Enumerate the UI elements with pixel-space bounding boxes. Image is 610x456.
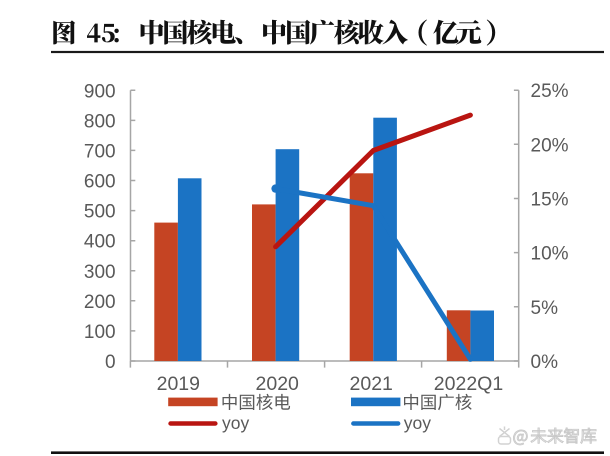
svg-text:100: 100: [84, 322, 116, 343]
svg-text:5%: 5%: [531, 298, 559, 319]
svg-text:500: 500: [84, 202, 116, 223]
svg-text:0%: 0%: [531, 352, 559, 373]
svg-text:yoy: yoy: [222, 413, 249, 433]
svg-text:700: 700: [84, 141, 116, 162]
svg-text:2022Q1: 2022Q1: [434, 373, 503, 395]
svg-text:300: 300: [84, 262, 116, 283]
svg-text:0: 0: [105, 352, 116, 373]
svg-text:900: 900: [84, 81, 116, 102]
svg-text:2021: 2021: [350, 373, 393, 395]
svg-text:600: 600: [84, 172, 116, 193]
svg-text:20%: 20%: [531, 135, 569, 156]
svg-text:25%: 25%: [531, 81, 569, 102]
svg-text:2019: 2019: [157, 373, 200, 395]
svg-text:400: 400: [84, 232, 116, 253]
svg-text:yoy: yoy: [404, 413, 431, 433]
svg-text:15%: 15%: [531, 190, 569, 211]
svg-text:10%: 10%: [531, 244, 569, 265]
svg-text:800: 800: [84, 111, 116, 132]
svg-text:200: 200: [84, 292, 116, 313]
svg-text:2020: 2020: [256, 373, 300, 395]
